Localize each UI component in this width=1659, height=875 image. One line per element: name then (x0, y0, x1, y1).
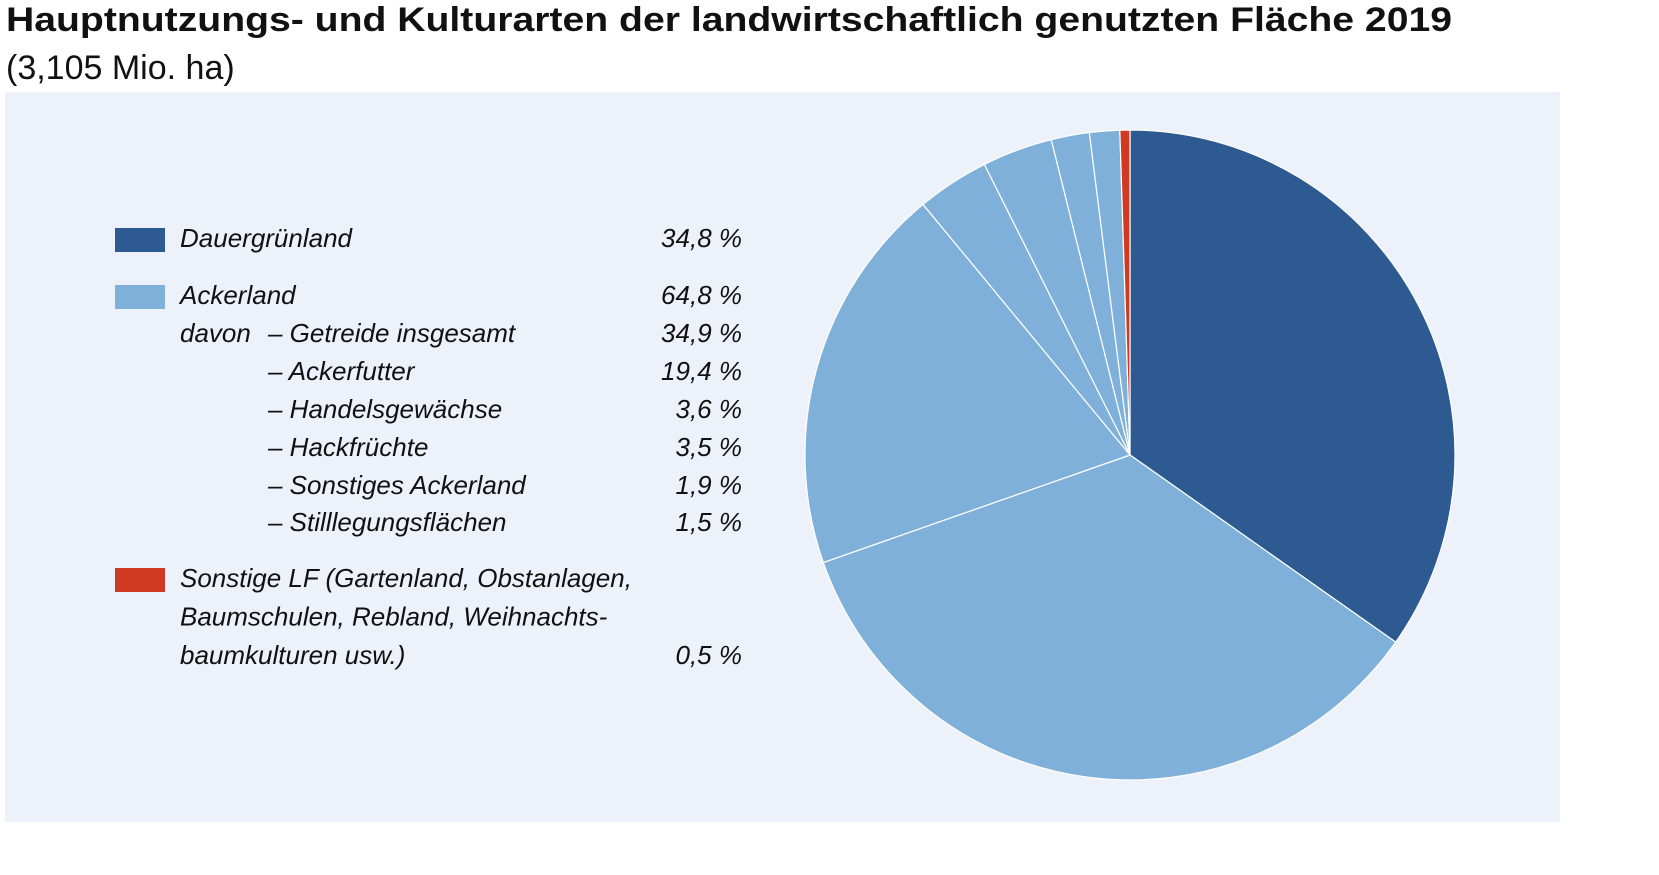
legend-value: 1,9 % (676, 470, 743, 500)
legend-prefix: davon (180, 318, 251, 348)
legend-value: 1,5 % (676, 507, 743, 537)
legend-value: 19,4 % (661, 356, 742, 386)
legend-value: 34,8 % (661, 223, 742, 253)
pie-slice (822, 454, 1397, 781)
legend-label: – Getreide insgesamt (267, 318, 517, 348)
legend-label: – Sonstiges Ackerland (267, 470, 527, 500)
legend-label: Sonstige LF (Gartenland, Obstanlagen, Bau… (180, 563, 632, 670)
legend-swatch (115, 228, 165, 252)
legend-value: 0,5 % (676, 640, 743, 670)
legend-group-value: 64,8 % (661, 280, 742, 310)
legend-swatch (115, 285, 165, 309)
legend-label: – Stilllegungsflächen (267, 507, 507, 537)
legend-value: 34,9 % (661, 318, 742, 348)
legend-label: Dauergrünland (180, 223, 354, 253)
legend-value: 3,5 % (676, 432, 743, 462)
chart-title: Hauptnutzungs- und Kulturarten der landw… (6, 1, 1452, 39)
legend-label: – Handelsgewächse (267, 394, 502, 424)
legend-swatch (115, 568, 165, 592)
legend-label: – Hackfrüchte (267, 432, 428, 462)
legend-label-line: baumkulturen usw.) (180, 640, 405, 670)
legend-group-label: Ackerland (178, 280, 297, 310)
pie-slice (1119, 129, 1131, 456)
chart-subtitle: (3,105 Mio. ha) (6, 49, 235, 87)
pie-slice (1129, 129, 1456, 643)
legend-label: – Ackerfutter (267, 356, 416, 386)
legend-label-line: Baumschulen, Rebland, Weihnachts- (180, 601, 608, 631)
legend-label-line: Sonstige LF (Gartenland, Obstanlagen, (180, 563, 632, 593)
pie-slice (804, 203, 1132, 564)
legend-value: 3,6 % (676, 394, 743, 424)
